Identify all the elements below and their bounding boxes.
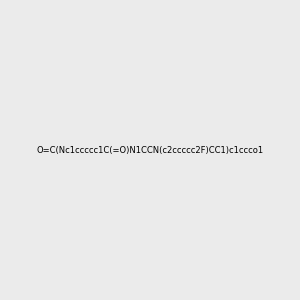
Text: O=C(Nc1ccccc1C(=O)N1CCN(c2ccccc2F)CC1)c1ccco1: O=C(Nc1ccccc1C(=O)N1CCN(c2ccccc2F)CC1)c1…	[36, 146, 264, 154]
